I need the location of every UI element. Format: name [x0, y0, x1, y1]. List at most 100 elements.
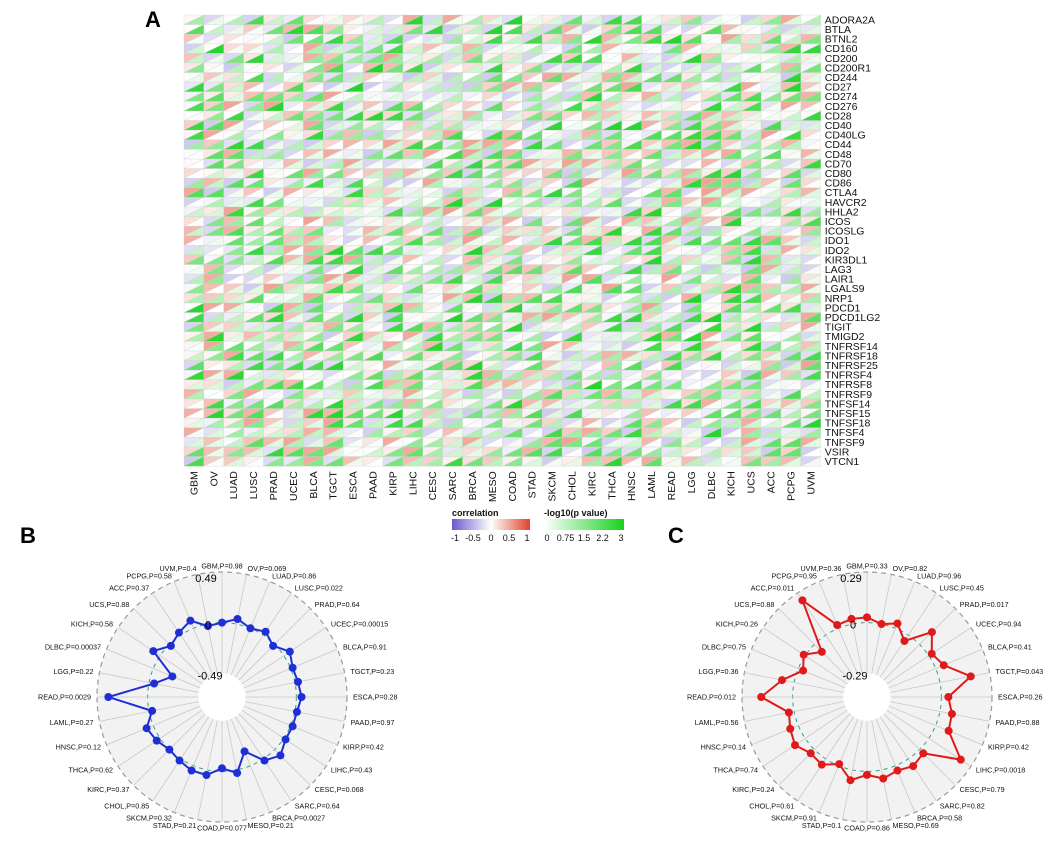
heatmap-cell — [741, 225, 762, 237]
heatmap-cell — [542, 33, 563, 45]
heatmap-cell — [183, 379, 205, 390]
heatmap-cell — [681, 331, 702, 342]
gene-label: CD80 — [825, 168, 852, 180]
radar-category-label: ESCA,P=0.28 — [353, 693, 398, 702]
heatmap-cell — [402, 427, 423, 438]
gene-label: PDCD1 — [825, 302, 861, 314]
radar-spoke — [879, 716, 937, 802]
heatmap-cell — [780, 72, 802, 83]
heatmap-cell — [402, 168, 423, 179]
heatmap-cell — [502, 110, 523, 121]
heatmap-cell — [462, 456, 483, 467]
heatmap-cell — [522, 331, 543, 342]
heatmap-cell — [701, 225, 722, 237]
heatmap-cell — [362, 245, 384, 256]
heatmap-cell — [601, 225, 622, 237]
heatmap-cell — [741, 24, 762, 35]
heatmap-cell — [422, 139, 443, 150]
heatmap-cell — [362, 427, 384, 438]
heatmap-cell — [681, 24, 702, 35]
heatmap-cell — [223, 398, 244, 409]
heatmap-cell — [362, 14, 384, 25]
heatmap-cell — [581, 379, 603, 390]
heatmap-cell — [760, 14, 782, 25]
heatmap-cell — [800, 101, 821, 112]
heatmap-cell — [303, 149, 324, 160]
radar-category-label: GBM,P=0.33 — [846, 562, 887, 571]
heatmap-cell — [601, 369, 622, 381]
heatmap-cell — [800, 321, 821, 333]
heatmap-cell — [382, 72, 404, 83]
radar-point — [288, 663, 297, 672]
heatmap-cell — [621, 197, 642, 208]
heatmap-cell — [522, 206, 543, 217]
heatmap-cell — [621, 43, 642, 54]
heatmap-cell — [522, 225, 543, 237]
heatmap-cell — [721, 446, 742, 457]
heatmap-cell — [183, 168, 205, 179]
heatmap-cell — [303, 216, 324, 227]
heatmap-cell — [343, 81, 364, 93]
heatmap-cell — [542, 14, 563, 25]
heatmap-cell — [741, 245, 762, 256]
heatmap-cell — [661, 264, 682, 275]
heatmap-cell — [382, 81, 404, 93]
radar-point — [260, 756, 269, 765]
heatmap-cell — [203, 379, 224, 390]
heatmap-cell — [343, 312, 364, 323]
heatmap-cell — [741, 331, 762, 342]
heatmap-cell — [621, 177, 642, 189]
heatmap-cell — [203, 197, 224, 208]
heatmap-cell — [442, 321, 463, 333]
heatmap-cell — [422, 33, 443, 45]
heatmap-cell — [502, 456, 523, 467]
heatmap-cell — [502, 225, 523, 237]
radar-spoke — [888, 705, 983, 746]
heatmap-cell — [362, 62, 384, 73]
heatmap-cell — [402, 120, 423, 131]
heatmap-cell — [263, 417, 284, 429]
heatmap-cell — [561, 446, 583, 457]
heatmap-cell — [760, 91, 782, 102]
heatmap-cell — [661, 14, 682, 25]
cancer-label: LGG — [686, 471, 698, 493]
heatmap-cell — [502, 350, 523, 361]
heatmap-cell — [561, 110, 583, 121]
heatmap-cell — [362, 350, 384, 361]
heatmap-cell — [442, 43, 463, 54]
radar-category-label: BRCA,P=0.58 — [917, 814, 962, 823]
heatmap-cell — [522, 187, 543, 198]
heatmap-cell — [402, 187, 423, 198]
radar-point — [835, 760, 844, 769]
heatmap-cell — [283, 408, 304, 419]
heatmap-cell — [303, 187, 324, 198]
heatmap-cell — [283, 168, 304, 179]
gene-label: CD160 — [825, 43, 858, 55]
heatmap-cell — [721, 245, 742, 256]
radar-category-label: LUSC,P=0.022 — [295, 584, 343, 593]
heatmap-cell — [542, 417, 563, 429]
radar-point — [966, 672, 975, 681]
heatmap-cell — [800, 331, 821, 342]
heatmap-cell — [263, 53, 284, 64]
heatmap-cell — [283, 331, 304, 342]
heatmap-cell — [542, 302, 563, 313]
heatmap-cell — [681, 341, 702, 352]
heatmap-cell — [522, 273, 543, 285]
heatmap-cell — [760, 254, 782, 265]
heatmap-cell — [283, 360, 304, 371]
heatmap-cell — [482, 293, 503, 304]
heatmap-cell — [621, 245, 642, 256]
heatmap-cell — [462, 389, 483, 400]
heatmap-cell — [343, 341, 364, 352]
legend-correlation-tick: -0.5 — [465, 533, 481, 543]
heatmap-cell — [263, 321, 284, 333]
heatmap-cell — [422, 312, 443, 323]
heatmap-cell — [780, 110, 802, 121]
cancer-label: KIRP — [387, 471, 399, 496]
heatmap-cell — [223, 81, 244, 93]
heatmap-cell — [362, 456, 384, 467]
heatmap-cell — [323, 72, 344, 83]
heatmap-cell — [283, 273, 304, 285]
heatmap-cell — [263, 437, 284, 448]
